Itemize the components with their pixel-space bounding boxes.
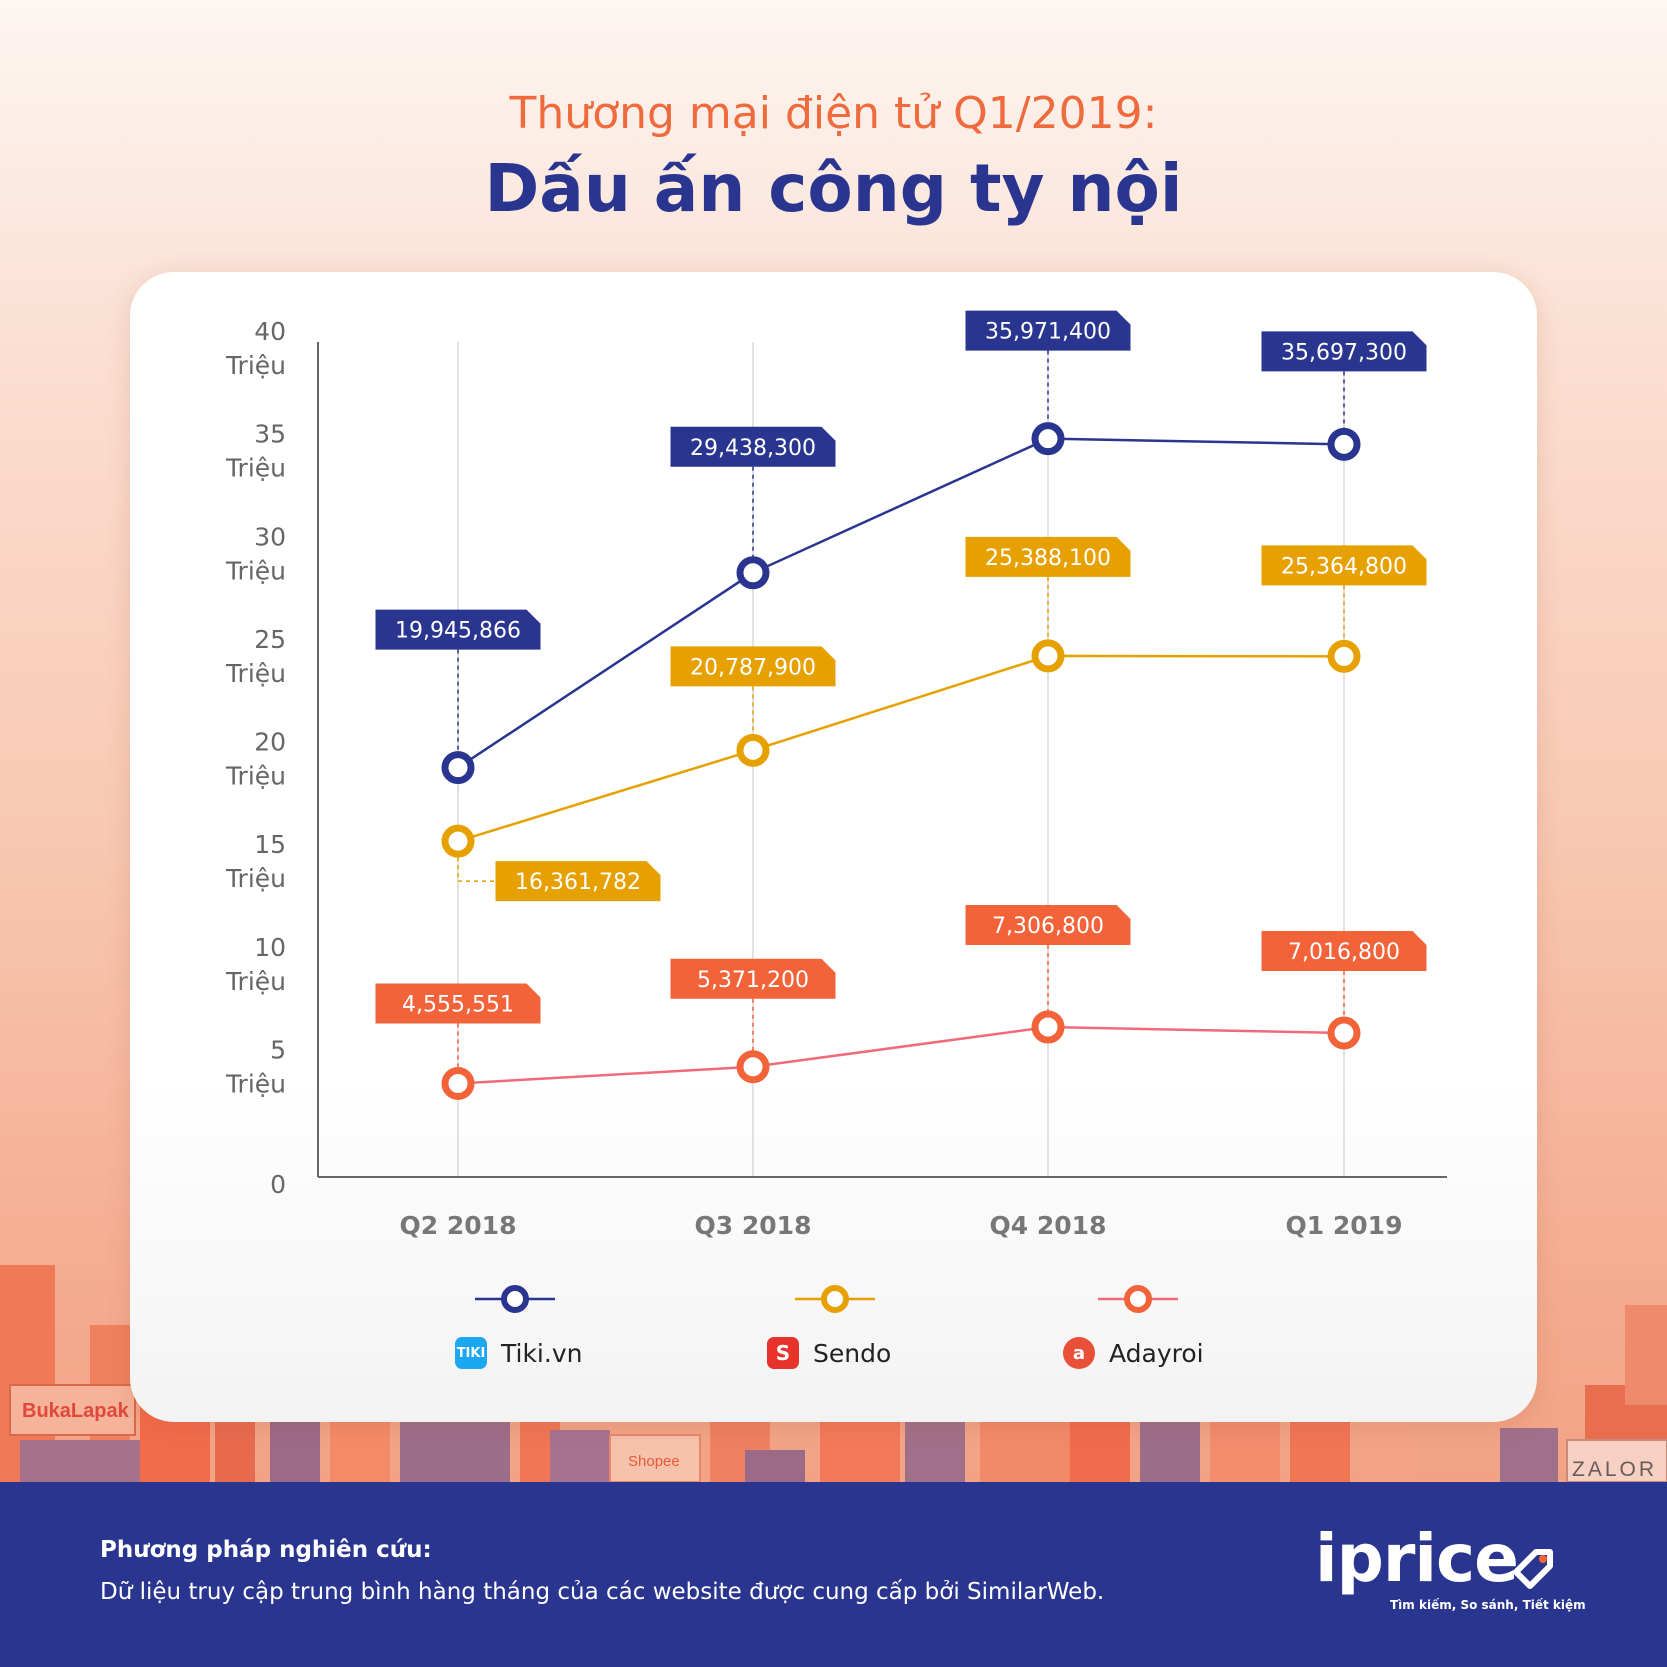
data-label: 5,371,200 <box>697 968 809 993</box>
data-point <box>736 733 770 767</box>
y-tick-label-0: 0 <box>270 1170 286 1199</box>
data-label-box <box>375 983 541 1024</box>
legend-tiki: TIKI Tiki.vn <box>455 1337 582 1369</box>
data-point <box>1327 1016 1361 1050</box>
data-point <box>736 1050 770 1084</box>
data-point <box>441 1066 475 1100</box>
y-tick-label-4: 20 <box>254 728 286 757</box>
y-tick-label-8: 40 <box>254 317 286 346</box>
x-tick-label-3: Q1 2019 <box>1286 1211 1403 1240</box>
y-tick-label-2: 10 <box>254 933 286 962</box>
bukalapak-sign: BukaLapak <box>22 1400 130 1422</box>
legend-sendo: S Sendo <box>767 1337 891 1369</box>
line-chart: 0 5 Triệu 10 Triệu 15 Triệu 20 Triệu 25 Triệu 30 Tri… <box>225 310 1447 1313</box>
data-point <box>1031 639 1065 673</box>
y-tick-unit-4: Triệu <box>225 762 286 791</box>
shopee-sign: Shopee <box>628 1453 680 1470</box>
legend-marker-2 <box>1124 1285 1152 1313</box>
data-point <box>1031 422 1065 456</box>
legend-adayroi: a Adayroi <box>1063 1337 1204 1369</box>
y-tick-unit-8: Triệu <box>225 351 286 380</box>
data-label-box <box>495 861 661 902</box>
tiki-logo-icon: TIKI <box>455 1337 487 1369</box>
data-label-box <box>1261 930 1427 971</box>
data-point <box>1031 1010 1065 1044</box>
x-tick-label-2: Q4 2018 <box>990 1211 1107 1240</box>
y-tick-unit-1: Triệu <box>225 1069 286 1098</box>
data-label-box <box>965 536 1131 577</box>
legend-tiki-label: Tiki.vn <box>501 1338 583 1368</box>
x-tick-label-1: Q3 2018 <box>695 1211 812 1240</box>
y-tick-unit-7: Triệu <box>225 454 286 483</box>
data-label-box <box>375 609 541 650</box>
data-label-box <box>965 905 1131 946</box>
y-tick-unit-6: Triệu <box>225 556 286 585</box>
series-line-adayroi <box>457 1025 1345 1085</box>
adayroi-logo-icon: a <box>1063 1337 1095 1369</box>
data-label: 35,697,300 <box>1281 340 1407 365</box>
legend-adayroi-label: Adayroi <box>1109 1338 1204 1368</box>
data-point <box>441 751 475 785</box>
data-label-box <box>1261 331 1427 372</box>
leader-line <box>457 857 496 882</box>
y-tick-unit-5: Triệu <box>225 659 286 688</box>
y-tick-label-6: 30 <box>254 522 286 551</box>
data-label: 7,306,800 <box>992 914 1104 939</box>
data-label: 25,364,800 <box>1281 554 1407 579</box>
y-tick-label-1: 5 <box>270 1035 286 1064</box>
data-label: 20,787,900 <box>690 655 816 680</box>
series-line-tiki-vn <box>457 437 1345 769</box>
chart-card: 0 5 Triệu 10 Triệu 15 Triệu 20 Triệu 25 Triệu 30 Tri… <box>130 272 1537 1422</box>
data-point <box>1327 427 1361 461</box>
y-tick-unit-2: Triệu <box>225 967 286 996</box>
data-label-box <box>1261 545 1427 586</box>
data-label: 25,388,100 <box>985 546 1111 571</box>
method-label: Phương pháp nghiên cứu: <box>100 1537 432 1563</box>
y-tick-label-3: 15 <box>254 830 286 859</box>
data-label: 19,945,866 <box>395 619 521 644</box>
data-label: 16,361,782 <box>515 870 641 895</box>
data-label-box <box>965 310 1131 351</box>
data-label: 35,971,400 <box>985 320 1111 345</box>
subtitle: Thương mại điện tử Q1/2019: <box>509 88 1158 139</box>
data-label: 7,016,800 <box>1288 940 1400 965</box>
data-point <box>736 556 770 590</box>
iprice-tagline: Tìm kiếm, So sánh, Tiết kiệm <box>1390 1598 1586 1612</box>
data-label-box <box>670 958 836 999</box>
legend-marker-0 <box>501 1285 529 1313</box>
page-title: Dấu ấn công ty nội <box>484 150 1183 227</box>
data-label-box <box>670 426 836 467</box>
zalora-sign: ZALOR <box>1572 1458 1657 1481</box>
iprice-tag-icon <box>1513 1549 1553 1589</box>
method-text: Dữ liệu truy cập trung bình hàng tháng c… <box>100 1579 1105 1605</box>
legend-marker-1 <box>821 1285 849 1313</box>
iprice-logo: iprice <box>1315 1520 1519 1597</box>
y-tick-label-5: 25 <box>254 625 286 654</box>
data-label: 29,438,300 <box>690 436 816 461</box>
sendo-logo-icon: S <box>767 1337 799 1369</box>
data-point <box>1327 639 1361 673</box>
data-label: 4,555,551 <box>402 992 514 1017</box>
y-tick-label-7: 35 <box>254 420 286 449</box>
y-tick-unit-3: Triệu <box>225 864 286 893</box>
legend-sendo-label: Sendo <box>813 1338 892 1368</box>
x-tick-label-0: Q2 2018 <box>400 1211 517 1240</box>
footer: Phương pháp nghiên cứu: Dữ liệu truy cập… <box>0 1482 1667 1667</box>
series-line-sendo <box>457 654 1345 843</box>
city-skyline-illustration: BukaLapak Shopee ZALOR <box>0 1265 1667 1482</box>
data-point <box>441 824 475 858</box>
data-label-box <box>670 646 836 687</box>
